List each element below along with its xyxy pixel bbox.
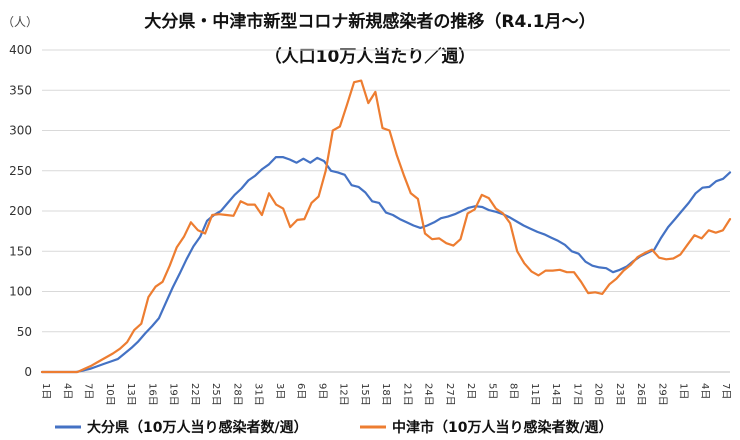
x-tick-label: 1日 xyxy=(678,383,689,399)
y-tick-label: 50 xyxy=(17,325,32,339)
x-tick-label: 31日 xyxy=(253,383,264,406)
x-tick-label: 24日 xyxy=(423,383,434,406)
x-tick-label: 3日 xyxy=(274,383,285,399)
x-tick-label: 16日 xyxy=(146,383,157,406)
x-tick-label: 1日 xyxy=(40,383,51,399)
chart-subtitle: （人口10万人当たり／週） xyxy=(265,46,476,67)
series-line-1 xyxy=(40,156,732,374)
chart-title: 大分県・中津市新型コロナ新規感染者の推移（R4.1月～） xyxy=(144,11,595,32)
x-tick-label: 4日 xyxy=(61,383,72,399)
x-tick-label: 17日 xyxy=(571,383,582,406)
x-tick-label: 29日 xyxy=(656,383,667,406)
series-line-2 xyxy=(40,79,732,374)
x-tick-label: 14日 xyxy=(550,383,561,406)
x-tick-label: 8日 xyxy=(508,383,519,399)
legend-label-1: 大分県（10万人当り感染者数/週） xyxy=(87,419,308,436)
y-tick-label: 0 xyxy=(24,365,32,379)
y-tick-label: 300 xyxy=(9,124,32,138)
x-tick-label: 18日 xyxy=(380,383,391,406)
legend: 大分県（10万人当り感染者数/週） 中津市（10万人当り感染者数/週） xyxy=(55,419,613,436)
x-tick-label: 19日 xyxy=(168,383,179,406)
x-tick-label: 6日 xyxy=(295,383,306,399)
x-tick-label: 11日 xyxy=(529,383,540,406)
x-tick-label: 5日 xyxy=(486,383,497,399)
x-tick-label: 15日 xyxy=(359,383,370,406)
x-tick-label: 10日 xyxy=(104,383,115,406)
y-tick-label: 100 xyxy=(9,285,32,299)
x-tick-label: 7日 xyxy=(83,383,94,399)
x-tick-label: 7日 xyxy=(720,383,731,399)
x-axis-ticks: 1日 4日 7日 10日 13日 16日 19日 22日 25日 28日 31日 3日 6日 9日 12日 1… xyxy=(40,383,731,406)
x-tick-label: 22日 xyxy=(189,383,200,406)
x-tick-label: 21日 xyxy=(401,383,412,406)
y-tick-label: 200 xyxy=(9,204,32,218)
legend-label-2: 中津市（10万人当り感染者数/週） xyxy=(392,419,613,436)
y-tick-label: 400 xyxy=(9,43,32,57)
x-tick-label: 12日 xyxy=(338,383,349,406)
y-tick-label: 350 xyxy=(9,83,32,97)
x-tick-label: 23日 xyxy=(614,383,625,406)
x-tick-label: 28日 xyxy=(231,383,242,406)
x-tick-label: 9日 xyxy=(316,383,327,399)
x-tick-label: 26日 xyxy=(635,383,646,406)
y-axis-ticks: 0 50 100 150 200 250 300 350 400 xyxy=(9,43,32,379)
y-tick-label: 150 xyxy=(9,244,32,258)
x-tick-label: 2日 xyxy=(465,383,476,399)
x-tick-label: 13日 xyxy=(125,383,136,406)
series-lines xyxy=(40,79,732,374)
y-axis-unit-label: （人） xyxy=(2,15,38,29)
y-tick-label: 250 xyxy=(9,164,32,178)
x-tick-label: 27日 xyxy=(444,383,455,406)
x-tick-label: 25日 xyxy=(210,383,221,406)
x-tick-label: 20日 xyxy=(593,383,604,406)
x-tick-label: 4日 xyxy=(699,383,710,399)
